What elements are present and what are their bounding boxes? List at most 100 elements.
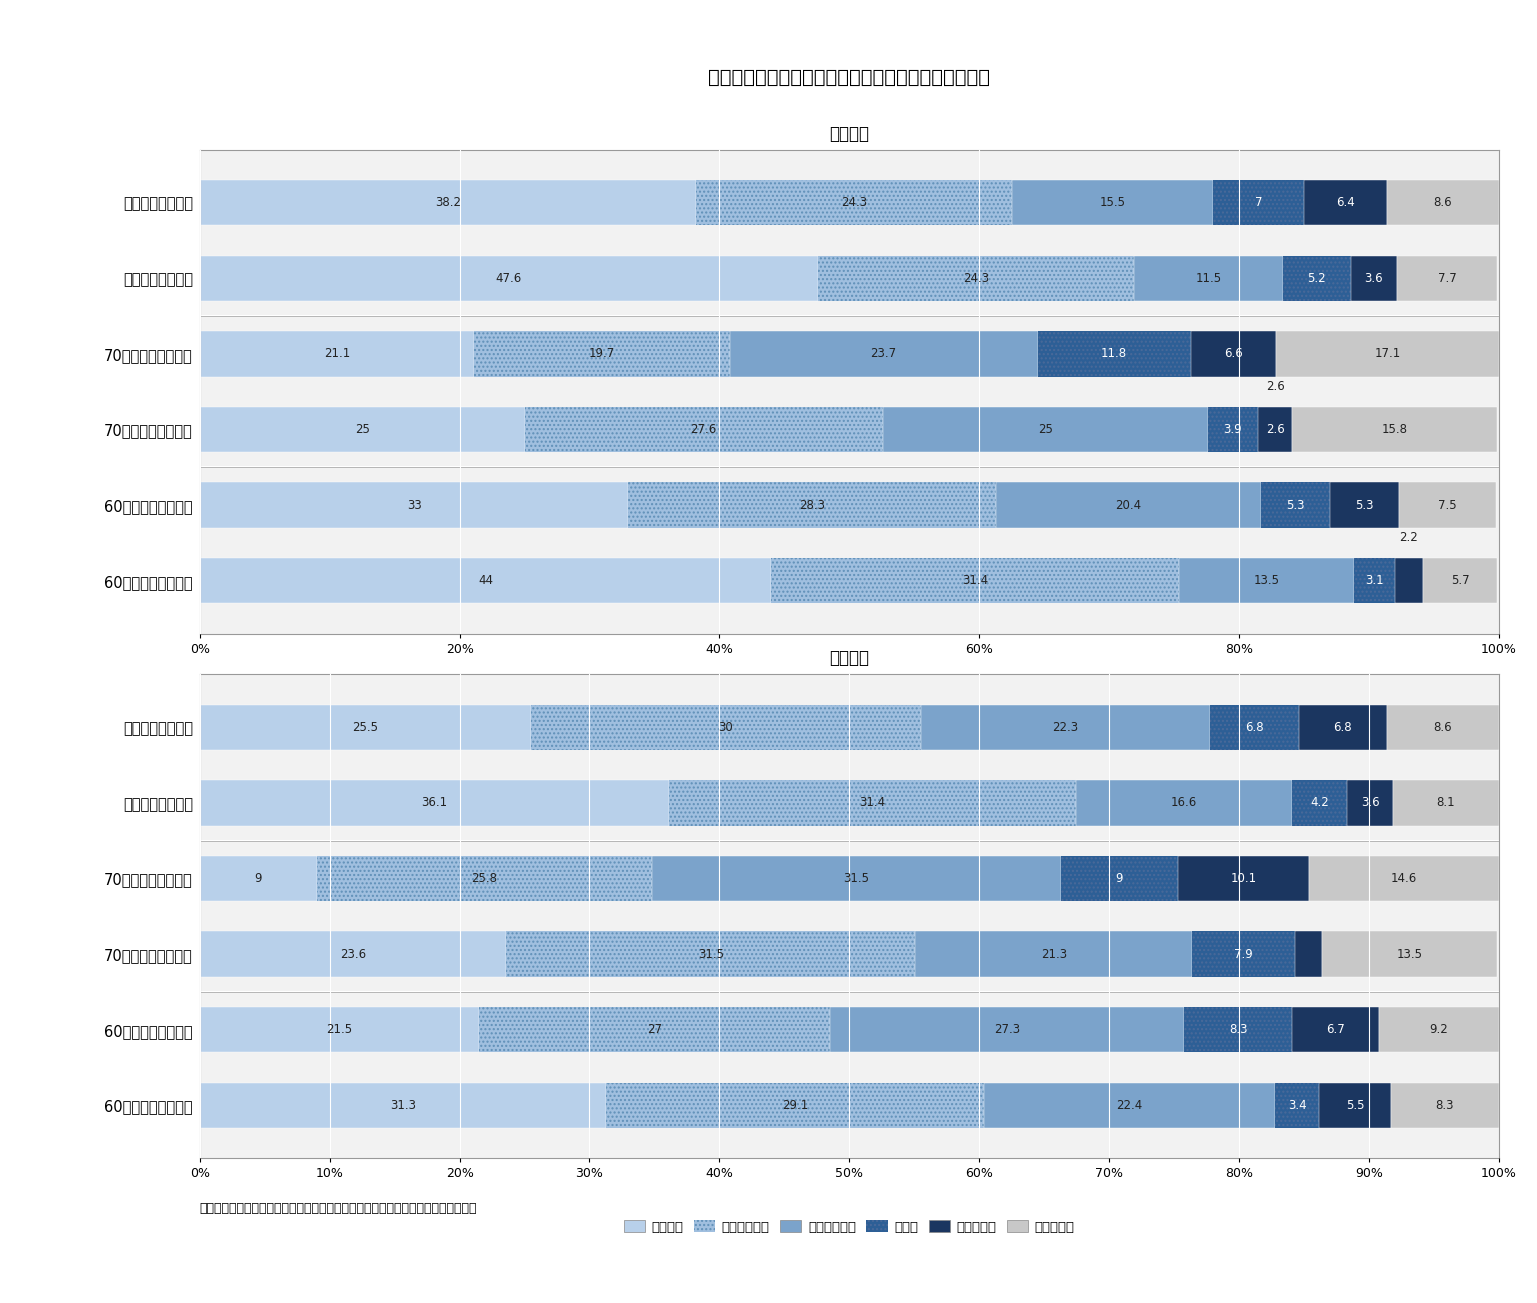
Bar (669, 780, 1076, 826)
Bar (1076, 780, 1293, 826)
Text: 3.6: 3.6 (1365, 272, 1383, 284)
Text: 6.4: 6.4 (1336, 195, 1354, 208)
Text: 19.7: 19.7 (589, 348, 615, 361)
Bar (830, 1007, 1185, 1053)
Bar (200, 482, 629, 528)
Text: 2.6: 2.6 (1266, 423, 1285, 437)
Text: 6.7: 6.7 (1326, 1023, 1345, 1036)
Text: 23.7: 23.7 (870, 348, 896, 361)
Text: 7: 7 (1254, 195, 1262, 208)
Bar (1423, 558, 1497, 603)
Bar (1386, 180, 1499, 225)
Bar (200, 856, 317, 902)
Text: 5.7: 5.7 (1451, 575, 1469, 588)
Bar (629, 482, 996, 528)
Bar (1277, 331, 1499, 377)
Bar (1276, 1083, 1319, 1128)
Bar (1193, 932, 1294, 977)
Text: 6.8: 6.8 (1245, 721, 1263, 734)
Bar (1293, 1007, 1379, 1053)
Text: 5.2: 5.2 (1308, 272, 1326, 284)
Bar (1185, 1007, 1293, 1053)
Text: 11.5: 11.5 (1196, 272, 1222, 284)
Bar (882, 407, 1208, 452)
Legend: ほぼ毎日, 週に４、５日, 週に２、３日, 週１日, 週１日未満, 該当しない: ほぼ毎日, 週に４、５日, 週に２、３日, 週１日, 週１日未満, 該当しない (618, 691, 1081, 714)
Text: 22.3: 22.3 (1053, 721, 1079, 734)
Text: 13.5: 13.5 (1397, 947, 1423, 960)
Bar (696, 180, 1011, 225)
Text: 29.1: 29.1 (782, 1098, 808, 1111)
Bar (200, 331, 473, 377)
Bar (1303, 180, 1386, 225)
Bar (1208, 407, 1259, 452)
Bar (200, 932, 506, 977)
Bar (1191, 331, 1277, 377)
Bar (606, 1083, 984, 1128)
Text: 3.4: 3.4 (1288, 1098, 1306, 1111)
Text: （資料）「第１０回　新型コロナによる暮らしの変化に関する調査」より筆者作成: （資料）「第１０回 新型コロナによる暮らしの変化に関する調査」より筆者作成 (200, 1201, 478, 1214)
Text: 2.2: 2.2 (1400, 532, 1419, 545)
Bar (1354, 558, 1394, 603)
Text: 11.8: 11.8 (1100, 348, 1127, 361)
Bar (506, 932, 916, 977)
Text: 10.1: 10.1 (1230, 872, 1256, 885)
Bar (652, 856, 1061, 902)
Title: ＜男性＞: ＜男性＞ (828, 125, 870, 142)
Text: 8.1: 8.1 (1437, 796, 1456, 809)
Bar (1213, 180, 1303, 225)
Bar (200, 558, 772, 603)
Bar (1260, 482, 1330, 528)
Bar (200, 255, 818, 301)
Text: 15.8: 15.8 (1382, 423, 1408, 437)
Bar (200, 780, 669, 826)
Text: 8.6: 8.6 (1434, 721, 1452, 734)
Bar (1011, 180, 1213, 225)
Bar (1293, 407, 1497, 452)
Text: 22.4: 22.4 (1116, 1098, 1144, 1111)
Bar (1061, 856, 1177, 902)
Text: 25: 25 (1037, 423, 1053, 437)
Bar (1037, 331, 1191, 377)
Text: 44: 44 (478, 575, 493, 588)
Bar (1394, 558, 1423, 603)
Text: 31.3: 31.3 (390, 1098, 417, 1111)
Text: 3.1: 3.1 (1365, 575, 1383, 588)
Text: 31.5: 31.5 (698, 947, 724, 960)
Bar (1210, 705, 1299, 751)
Title: ＜女性＞: ＜女性＞ (828, 649, 870, 667)
Text: 21.5: 21.5 (326, 1023, 352, 1036)
Text: 33: 33 (407, 499, 421, 512)
Bar (1397, 255, 1497, 301)
Text: 5.3: 5.3 (1286, 499, 1305, 512)
Bar (1322, 932, 1497, 977)
Text: 7.9: 7.9 (1234, 947, 1253, 960)
Text: 31.5: 31.5 (844, 872, 870, 885)
Bar (996, 482, 1260, 528)
Bar (921, 705, 1210, 751)
Bar (200, 180, 696, 225)
Text: 6.6: 6.6 (1225, 348, 1243, 361)
Text: 5.5: 5.5 (1346, 1098, 1365, 1111)
Text: 31.4: 31.4 (859, 796, 885, 809)
Bar (200, 407, 524, 452)
Text: 3.9: 3.9 (1223, 423, 1242, 437)
Bar (818, 255, 1134, 301)
Text: 47.6: 47.6 (496, 272, 523, 284)
Text: 9: 9 (1116, 872, 1124, 885)
Bar (1179, 558, 1354, 603)
Bar (1283, 255, 1351, 301)
Bar (1310, 856, 1499, 902)
Text: 17.1: 17.1 (1374, 348, 1400, 361)
Text: 7.7: 7.7 (1439, 272, 1457, 284)
Bar (1386, 705, 1499, 751)
Bar (730, 331, 1037, 377)
Text: 25: 25 (355, 423, 369, 437)
Text: 8.3: 8.3 (1230, 1023, 1248, 1036)
Bar (530, 705, 921, 751)
Text: 15.5: 15.5 (1099, 195, 1125, 208)
Bar (1134, 255, 1283, 301)
Bar (1294, 932, 1322, 977)
Bar (1346, 780, 1394, 826)
Bar (200, 1007, 480, 1053)
Legend: ほぼ毎日, 週に４、５日, 週に２、３日, 週１日, 週１日未満, 該当しない: ほぼ毎日, 週に４、５日, 週に２、３日, 週１日, 週１日未満, 該当しない (618, 1214, 1081, 1239)
